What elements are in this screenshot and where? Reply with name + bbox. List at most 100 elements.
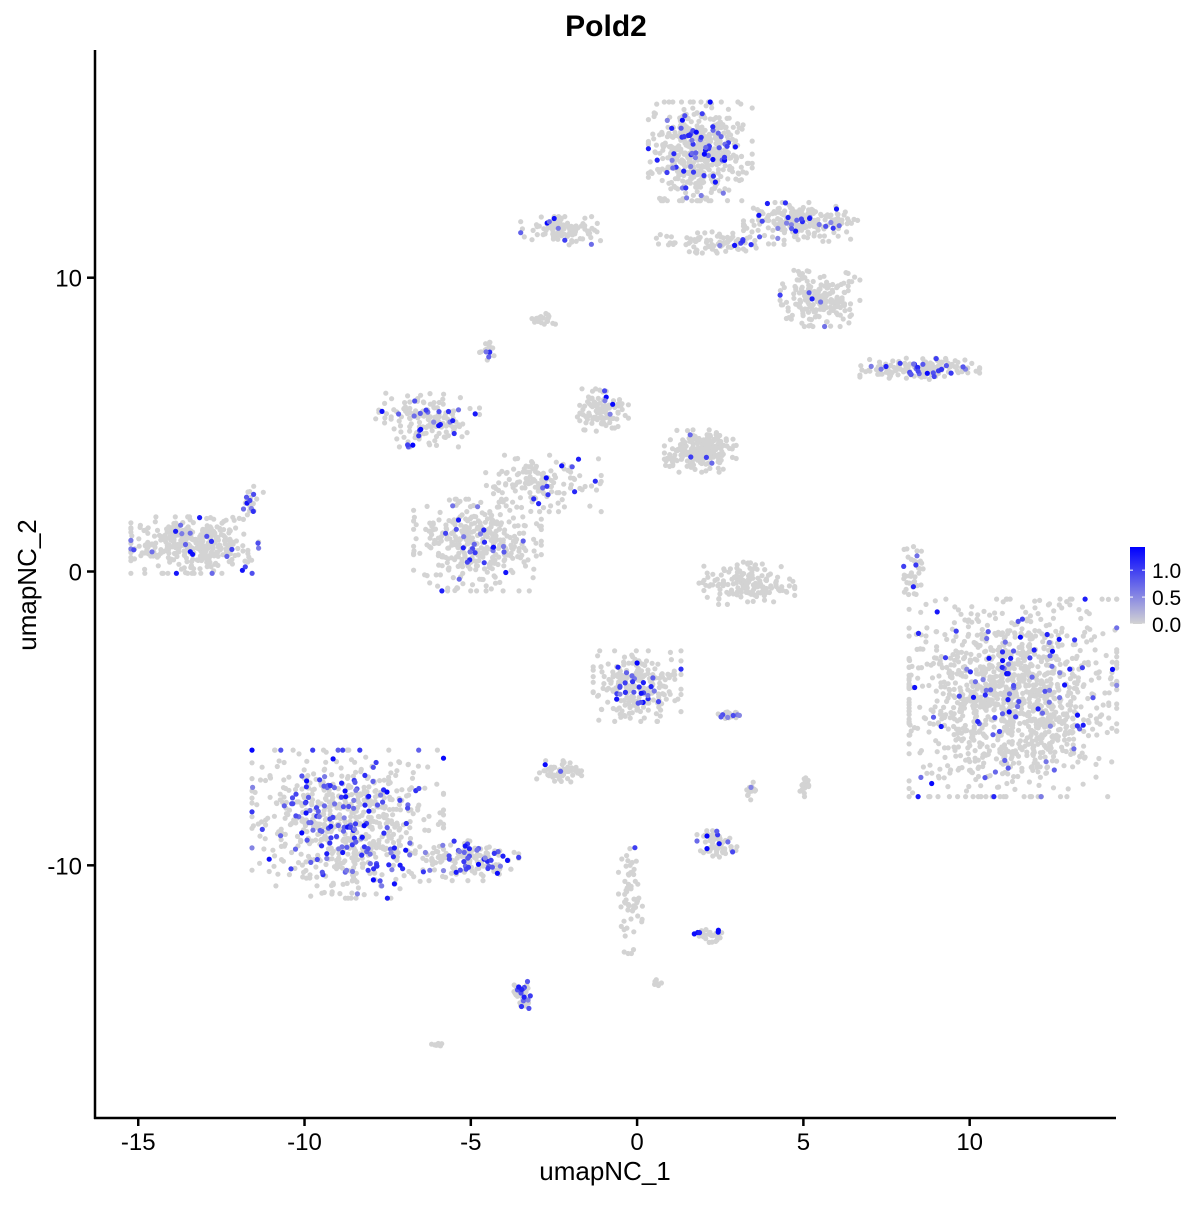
cell-point — [1114, 705, 1120, 711]
cell-point — [1006, 641, 1013, 647]
cell-point — [1065, 693, 1071, 699]
cell-point — [277, 791, 283, 797]
cell-point — [492, 574, 498, 580]
cell-point — [847, 313, 853, 319]
cell-point — [381, 777, 387, 783]
cell-point — [653, 711, 660, 717]
cell-point — [664, 198, 670, 204]
cell-point — [724, 443, 730, 449]
cell-point — [263, 817, 269, 823]
cell-point — [533, 540, 539, 546]
cell-point — [837, 323, 843, 330]
cell-point — [1094, 732, 1100, 738]
cell-point — [654, 718, 661, 725]
cell-point — [1023, 683, 1029, 689]
cell-point — [273, 883, 279, 889]
cell-point — [690, 192, 697, 198]
cell-point — [467, 504, 474, 510]
cell-point — [510, 466, 517, 472]
cell-point — [1050, 753, 1057, 760]
cell-point — [516, 545, 522, 552]
cell-point — [906, 751, 912, 757]
cell-point — [345, 773, 351, 780]
cell-point — [272, 747, 278, 753]
cell-point — [679, 454, 685, 460]
cell-point — [1070, 642, 1076, 648]
cell-point — [566, 242, 572, 248]
cell-point — [594, 220, 600, 226]
cell-point — [996, 652, 1002, 658]
cell-point — [413, 536, 419, 542]
cell-point — [388, 818, 394, 824]
cell-point — [958, 688, 964, 694]
cell-point — [700, 457, 706, 463]
cell-point — [706, 167, 712, 173]
cell-point — [845, 288, 851, 294]
cell-point — [501, 530, 507, 536]
cell-point — [176, 561, 182, 567]
cell-point — [372, 798, 378, 804]
cell-point — [995, 701, 1001, 708]
cell-point — [204, 515, 210, 522]
cell-point — [350, 773, 356, 779]
cell-point — [953, 753, 959, 759]
cell-point — [960, 700, 967, 706]
cell-point — [1109, 681, 1115, 687]
cell-point — [465, 878, 471, 884]
cell-point — [148, 542, 154, 548]
cell-point — [311, 771, 317, 777]
cell-point — [666, 131, 672, 137]
cell-point — [506, 519, 512, 525]
cell-point — [407, 415, 413, 421]
cell-point — [954, 718, 961, 724]
cell-point — [547, 452, 553, 458]
cell-point — [137, 524, 143, 531]
cell-point — [523, 479, 530, 485]
cell-point — [818, 211, 824, 217]
cell-point — [982, 669, 989, 676]
cell-point — [344, 880, 350, 887]
cell-point — [622, 702, 628, 708]
cell-point — [1075, 678, 1081, 684]
cell-point — [906, 655, 912, 662]
cell-point — [715, 167, 722, 173]
cell-point — [434, 781, 440, 787]
cell-point — [215, 534, 221, 541]
cell-point — [561, 490, 567, 496]
cell-point — [532, 484, 538, 490]
cell-point — [1046, 741, 1053, 747]
cell-point — [1044, 764, 1051, 770]
cell-point — [407, 825, 413, 831]
cell-point — [329, 889, 335, 895]
cell-point — [779, 587, 786, 594]
cell-point — [294, 799, 300, 805]
cell-point — [562, 214, 568, 220]
cell-point — [1051, 713, 1057, 719]
cell-point — [597, 648, 603, 654]
cell-point — [749, 105, 755, 111]
cell-point — [152, 519, 158, 525]
cell-point — [997, 794, 1003, 800]
cell-point — [923, 633, 929, 639]
cell-point — [802, 213, 808, 219]
cell-point — [666, 99, 672, 105]
cell-point — [747, 572, 753, 579]
cell-point — [587, 503, 593, 509]
cell-point — [155, 553, 162, 559]
cell-point — [493, 533, 499, 539]
cell-point — [498, 496, 505, 502]
cell-point — [657, 713, 663, 719]
cell-point — [531, 536, 537, 542]
cell-point — [352, 814, 359, 820]
cell-point — [943, 596, 949, 602]
cell-point — [775, 216, 781, 222]
cell-point — [968, 651, 974, 658]
cell-point — [440, 401, 446, 407]
cell-point — [661, 692, 667, 698]
cell-point — [740, 122, 746, 128]
cell-point — [792, 585, 798, 592]
cell-point — [759, 561, 765, 567]
cell-point — [344, 747, 350, 753]
cell-point — [668, 657, 675, 663]
cell-point — [441, 391, 447, 397]
